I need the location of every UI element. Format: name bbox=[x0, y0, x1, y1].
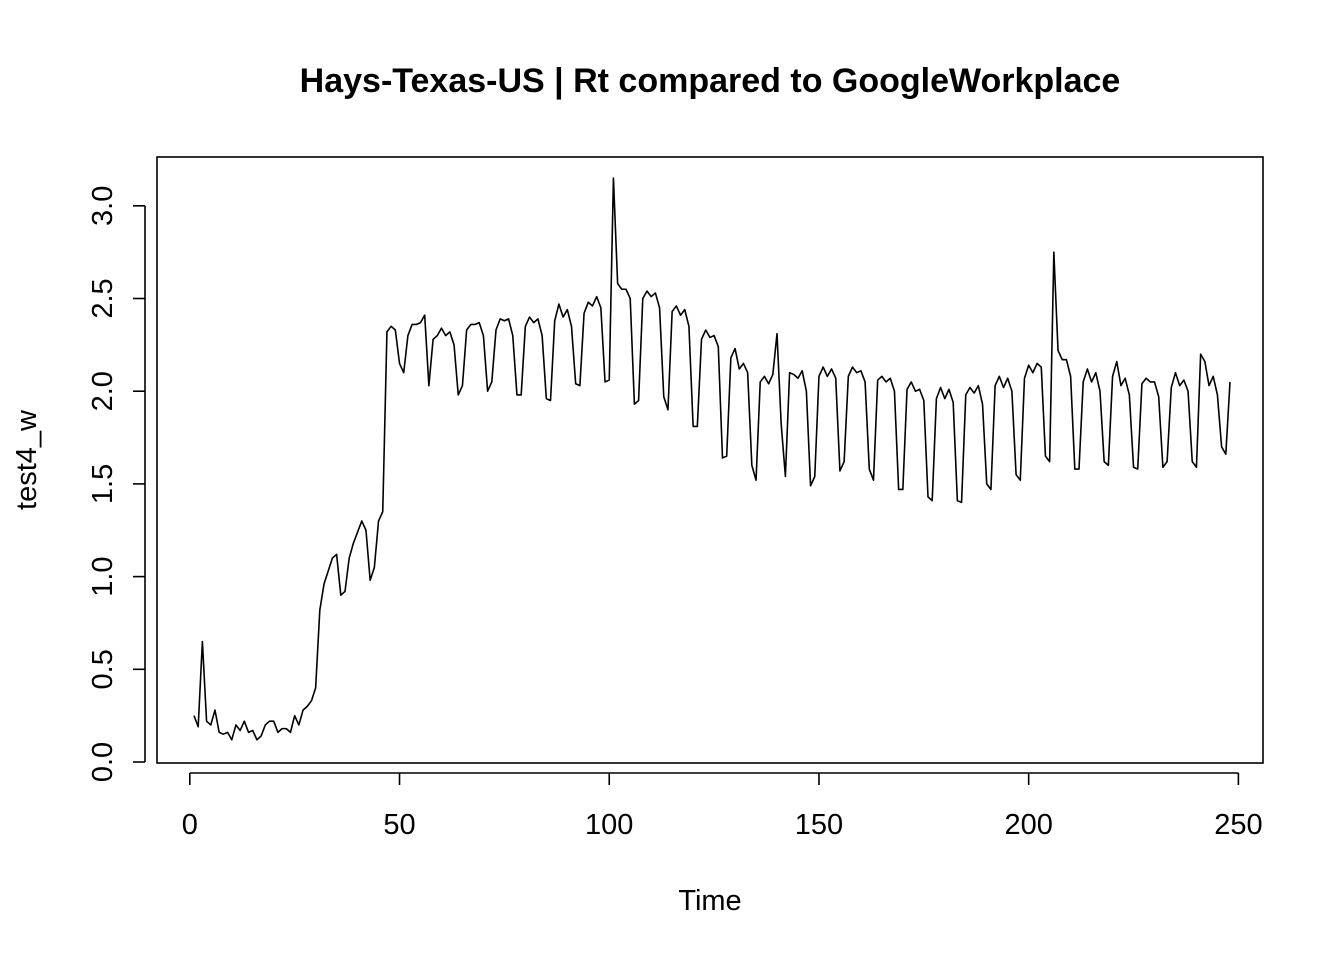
plot-frame bbox=[156, 156, 1264, 764]
x-tick-label: 100 bbox=[585, 809, 633, 841]
x-axis-label: Time bbox=[678, 885, 741, 917]
x-tick-label: 50 bbox=[383, 809, 415, 841]
x-tick-label: 200 bbox=[1004, 809, 1052, 841]
x-tick-label: 0 bbox=[182, 809, 198, 841]
series-line bbox=[193, 177, 1231, 741]
y-tick-label: 1.0 bbox=[87, 556, 119, 596]
y-tick-label: 2.0 bbox=[87, 371, 119, 411]
y-axis: 0.0 0.5 1.0 1.5 2.0 2.5 3.0 bbox=[87, 186, 146, 782]
y-tick-label: 3.0 bbox=[87, 186, 119, 226]
y-tick-label: 0.0 bbox=[87, 742, 119, 782]
x-tick-label: 250 bbox=[1214, 809, 1262, 841]
y-tick-label: 2.5 bbox=[87, 278, 119, 318]
y-axis-label: test4_w bbox=[11, 409, 43, 510]
chart-title: Hays-Texas-US | Rt compared to GoogleWor… bbox=[300, 62, 1121, 100]
y-tick-label: 0.5 bbox=[87, 649, 119, 689]
y-tick-label: 1.5 bbox=[87, 464, 119, 504]
x-axis: 0 50 100 150 200 250 bbox=[182, 772, 1263, 841]
x-tick-label: 150 bbox=[795, 809, 843, 841]
